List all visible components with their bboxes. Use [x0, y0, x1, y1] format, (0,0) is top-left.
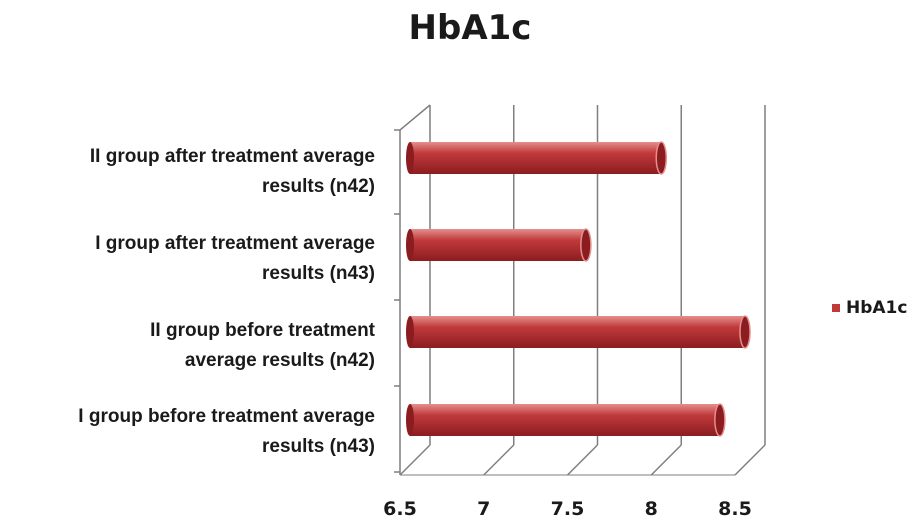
bar-end-cap	[714, 403, 726, 437]
bar-end-cap	[655, 141, 667, 175]
bar	[406, 228, 592, 262]
bar-body	[410, 142, 662, 174]
floor-gridline	[483, 444, 515, 476]
legend: HbA1c	[832, 298, 907, 318]
x-tick-label: 7	[477, 498, 490, 520]
category-label: II group before treatment average result…	[150, 320, 375, 371]
bar-start-cap	[406, 404, 414, 436]
x-tick-label: 8.5	[718, 498, 752, 520]
floor-gridline	[566, 444, 599, 476]
x-tick-label: 6.5	[383, 498, 417, 520]
category-label: I group after treatment average results …	[95, 233, 375, 284]
category-label: II group after treatment average results…	[89, 146, 375, 197]
bar	[406, 141, 667, 175]
floor-gridline	[650, 444, 682, 476]
bar	[406, 315, 751, 349]
category-label: I group before treatment average results…	[78, 406, 375, 457]
bar-start-cap	[406, 142, 414, 174]
axis-top-edge	[399, 104, 431, 131]
bar-start-cap	[406, 229, 414, 261]
bar-body	[410, 229, 586, 261]
bar-body	[410, 404, 720, 436]
floor-gridline	[734, 444, 766, 476]
legend-label: HbA1c	[846, 298, 908, 318]
bar-body	[410, 316, 745, 348]
bar-end-cap	[739, 315, 751, 349]
legend-swatch	[832, 304, 840, 312]
bar	[406, 403, 726, 437]
chart-title: HbA1c	[408, 8, 532, 48]
floor-gridline	[399, 444, 431, 476]
bar-end-cap	[580, 228, 592, 262]
x-tick-label: 8	[645, 498, 658, 520]
x-tick-label: 7.5	[551, 498, 585, 520]
bar-start-cap	[406, 316, 414, 348]
